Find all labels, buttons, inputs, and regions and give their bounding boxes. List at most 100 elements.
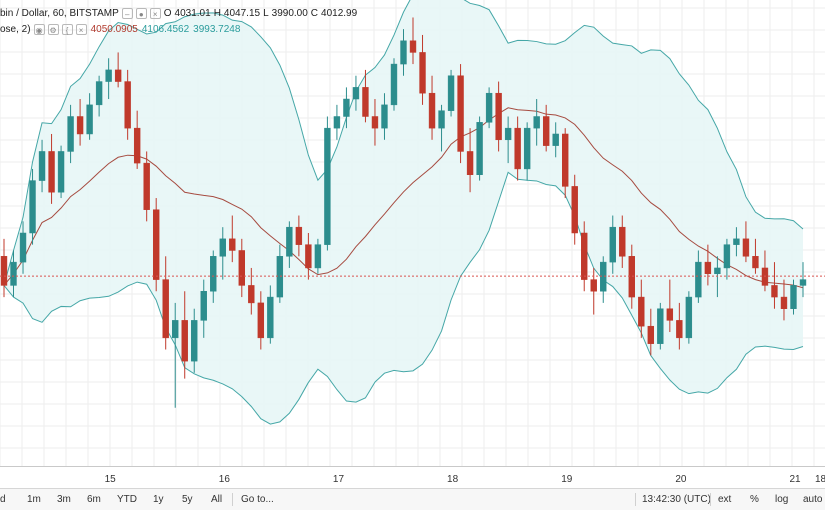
eye-icon[interactable]: ◉ [33,23,45,35]
range-button-1y[interactable]: 1y [153,494,164,505]
candle [124,69,131,140]
candle [248,267,255,315]
candle-body [210,256,217,292]
time-axis: 15 16 17 18 19 20 21 18 [105,474,825,485]
candle [562,128,569,199]
collapse-icon[interactable]: – [121,7,133,19]
range-button-6m[interactable]: 6m [87,494,101,505]
candle [695,250,702,303]
candle [447,69,455,117]
toggle-percent[interactable]: % [750,494,759,505]
candle [581,221,588,292]
candle-body [504,127,512,141]
price-chart[interactable]: 15 16 17 18 19 20 21 18 [0,0,825,488]
candle [76,99,84,146]
candle-body [438,110,445,129]
candle-body [314,244,322,269]
candle [48,133,55,204]
range-button-1m[interactable]: 1m [27,494,41,505]
settings-icon[interactable]: ● [135,7,147,19]
candle-body [619,226,626,257]
candle [457,64,464,164]
symbol-title: bin / Dollar, 60, BITSTAMP [0,7,119,19]
range-button-d[interactable]: d [0,494,6,505]
candle [295,215,303,257]
candle-body [57,151,65,193]
candle-body [780,296,788,309]
candle-body [542,116,550,146]
candle [238,238,245,298]
candle-body [305,244,312,269]
candle-body [562,133,569,187]
toggle-log[interactable]: log [775,494,789,505]
candle-body [714,267,721,275]
candle-body [172,320,179,339]
candle-body [771,285,778,298]
candle-body [666,308,674,321]
candle [504,116,512,164]
candle-body [86,104,93,135]
candle-body [191,320,198,362]
candle-body [685,296,693,339]
candle-body [752,256,759,269]
candle-body [257,302,265,339]
candle [172,302,179,408]
goto-button[interactable]: Go to... [241,494,274,505]
candle [619,215,626,268]
candle-body [400,40,407,65]
candle [485,87,493,129]
close-label: C [310,7,319,19]
candle-body [267,296,274,339]
candle [533,99,540,146]
candle [133,110,141,169]
candle [200,279,207,338]
candle-body [38,151,46,181]
candle [628,244,635,309]
candle [733,227,740,257]
bottom-toolbar: d 1m 3m 6m YTD 1y 5y All Go to... 13:42:… [0,488,825,510]
time-axis-label: 15 [105,474,117,485]
candle [210,250,217,303]
lower-band-line [3,171,804,425]
candle [704,244,712,286]
candle [229,215,236,263]
candle-body [19,232,27,263]
candle-body [761,267,769,286]
indicator-source-icon[interactable]: { [61,23,73,35]
candle [638,279,645,338]
candle [10,250,17,298]
candle-body [152,209,160,280]
candle-body [0,256,8,286]
candle [371,99,379,146]
high-value: 4047.15 [223,7,261,19]
indicator-legend: ose, 2) ◉ ⚙ { × 4050.0905 4106.4562 3993… [0,21,240,37]
indicator-close-icon[interactable]: × [75,23,87,35]
candle [95,75,103,117]
candle [191,308,198,373]
candle-body [485,92,493,123]
candle-body [704,261,712,275]
candle-body [362,87,369,117]
bb-upper-value: 4106.4562 [141,23,190,35]
candle [409,17,417,65]
candle [657,302,664,350]
indicator-settings-icon[interactable]: ⚙ [47,23,59,35]
candle [723,238,731,280]
candle-body [695,261,702,298]
close-icon[interactable]: × [149,7,161,19]
candle [799,262,807,298]
candle [29,168,36,245]
candle [609,215,616,274]
toggle-auto[interactable]: auto [803,494,823,505]
range-button-all[interactable]: All [211,494,223,505]
toggle-ext[interactable]: ext [718,494,732,505]
range-button-3m[interactable]: 3m [57,494,71,505]
candle-body [723,244,731,269]
candle [742,221,750,263]
candle-body [371,116,379,129]
range-button-5y[interactable]: 5y [182,494,193,505]
candle-body [133,127,141,164]
range-button-ytd[interactable]: YTD [117,494,137,505]
symbol-legend: bin / Dollar, 60, BITSTAMP – ● × O 4031.… [0,5,357,21]
